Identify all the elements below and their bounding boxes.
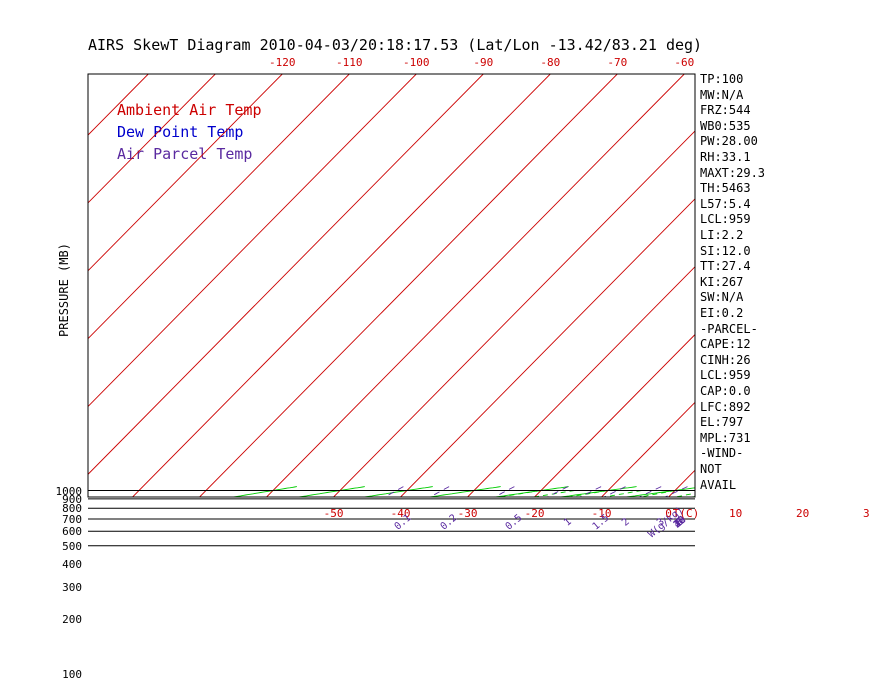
dry-adiabat-line — [4, 487, 870, 560]
index-value: SI:12.0 — [700, 244, 751, 258]
index-value: TP:100 — [700, 72, 743, 86]
top-temp-tick-label: -80 — [540, 56, 560, 69]
index-value: KI:267 — [700, 275, 743, 289]
index-value: PW:28.00 — [700, 134, 758, 148]
index-value: MPL:731 — [700, 431, 751, 445]
pressure-tick-label: 400 — [42, 558, 82, 571]
isotherm-line — [803, 74, 870, 497]
bottom-temp-tick-label: 20 — [796, 507, 809, 520]
top-temp-tick-label: -60 — [674, 56, 694, 69]
pressure-tick-label: 1000 — [42, 485, 82, 498]
isotherm-line — [200, 74, 618, 497]
bottom-temp-tick-label: -30 — [458, 507, 478, 520]
dry-adiabat-line — [244, 487, 870, 560]
moist-adiabat-line — [0, 491, 575, 561]
dry-adiabat-line — [175, 487, 870, 560]
isotherm-line — [0, 74, 148, 497]
dry-adiabat-line — [0, 487, 870, 560]
index-value: LCL:959 — [700, 212, 751, 226]
mixing-ratio-line — [741, 487, 870, 560]
moist-adiabat-line — [0, 491, 642, 561]
top-temp-tick-label: -90 — [473, 56, 493, 69]
pressure-tick-label: 600 — [42, 525, 82, 538]
index-value: LFC:892 — [700, 400, 751, 414]
index-value: TH:5463 — [700, 181, 751, 195]
mixing-ratio-line — [671, 487, 850, 560]
pressure-tick-label: 200 — [42, 613, 82, 626]
mixing-ratio-line — [693, 487, 870, 560]
dry-adiabat-line — [107, 487, 870, 560]
pressure-tick-label: 500 — [42, 540, 82, 553]
dry-adiabat-line — [0, 487, 870, 560]
index-value: NOT — [700, 462, 722, 476]
dry-adiabat-line — [0, 487, 870, 560]
index-value: MW:N/A — [700, 88, 743, 102]
dry-adiabat-line — [0, 487, 870, 560]
top-temp-tick-label: -110 — [336, 56, 363, 69]
pressure-tick-label: 100 — [42, 668, 82, 681]
index-value: CAPE:12 — [700, 337, 751, 351]
plot-frame — [88, 74, 695, 497]
dry-adiabat-line — [0, 487, 870, 560]
isotherm-line — [468, 74, 870, 497]
index-value: L57:5.4 — [700, 197, 751, 211]
dry-adiabat-line — [0, 487, 870, 560]
moist-adiabat-line — [0, 491, 675, 561]
mixing-ratio-line — [606, 487, 777, 560]
index-value: AVAIL — [700, 478, 736, 492]
dry-adiabat-line — [0, 487, 637, 560]
index-value: CINH:26 — [700, 353, 751, 367]
index-value: LCL:959 — [700, 368, 751, 382]
index-value: MAXT:29.3 — [700, 166, 765, 180]
moist-adiabat-line — [142, 491, 809, 561]
isotherm-line — [0, 74, 282, 497]
top-temp-tick-label: -100 — [403, 56, 430, 69]
index-value: TT:27.4 — [700, 259, 751, 273]
dry-adiabat-line — [209, 487, 870, 560]
isotherm-line — [267, 74, 685, 497]
index-value: -WIND- — [700, 446, 743, 460]
index-value: WB0:535 — [700, 119, 751, 133]
isotherm-line — [0, 74, 349, 497]
index-value: -PARCEL- — [700, 322, 758, 336]
bottom-temp-tick-label: -50 — [324, 507, 344, 520]
index-value: SW:N/A — [700, 290, 743, 304]
isotherm-line — [334, 74, 752, 497]
index-value: LI:2.2 — [700, 228, 743, 242]
isotherm-line — [133, 74, 551, 497]
top-temp-tick-label: -120 — [269, 56, 296, 69]
moist-adiabat-line — [9, 491, 742, 561]
mixing-ratio-line — [561, 487, 726, 560]
index-value: CAP:0.0 — [700, 384, 751, 398]
dry-adiabat-line — [0, 487, 840, 560]
bottom-temp-tick-label: 30 — [863, 507, 870, 520]
index-value: FRZ:544 — [700, 103, 751, 117]
bottom-temp-tick-label: -20 — [525, 507, 545, 520]
isotherm-line — [669, 74, 870, 497]
mixing-ratio-line — [623, 487, 796, 560]
pressure-tick-label: 300 — [42, 581, 82, 594]
moist-adiabat-line — [235, 491, 843, 561]
bottom-temp-tick-label: 10 — [729, 507, 742, 520]
mixing-ratio-line — [503, 487, 662, 560]
isotherm-line — [0, 74, 416, 497]
isotherm-line — [0, 74, 81, 497]
mixing-ratio-line — [269, 487, 404, 560]
mixing-ratio-line — [711, 487, 870, 560]
index-value: EL:797 — [700, 415, 743, 429]
isotherm-line — [66, 74, 484, 497]
index-value: RH:33.1 — [700, 150, 751, 164]
dry-adiabat-line — [278, 487, 870, 560]
isotherm-line — [0, 74, 215, 497]
dry-adiabat-line — [0, 487, 870, 560]
isotherm-line — [0, 74, 14, 497]
mixing-ratio-line — [448, 487, 601, 560]
dry-adiabat-line — [0, 487, 870, 560]
mixing-ratio-line — [310, 487, 449, 560]
index-value: EI:0.2 — [700, 306, 743, 320]
dry-adiabat-line — [0, 487, 870, 560]
dry-adiabat-line — [0, 487, 569, 560]
top-temp-tick-label: -70 — [607, 56, 627, 69]
dry-adiabat-line — [73, 487, 870, 560]
